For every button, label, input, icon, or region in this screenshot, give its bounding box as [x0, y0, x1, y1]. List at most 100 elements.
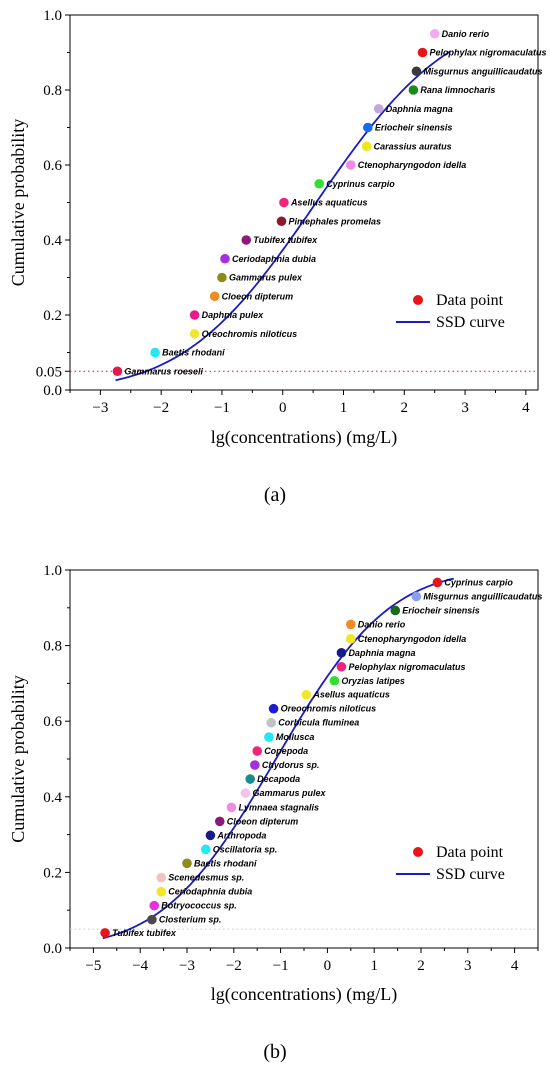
y-tick-label: 0.4: [43, 233, 62, 249]
ssd-curve: [115, 50, 451, 382]
data-point: [252, 746, 262, 756]
legend-marker-data-point: [413, 295, 423, 305]
data-point: [361, 141, 372, 152]
data-point: [264, 732, 274, 742]
x-tick-label: −1: [273, 958, 289, 974]
data-point: [214, 816, 225, 827]
data-point-label: Arthropoda: [216, 830, 266, 840]
data-point-label: Ctenopharyngodon idella: [358, 634, 467, 644]
x-tick-label: 1: [340, 400, 348, 416]
data-point-label: Eriocheir sinensis: [402, 605, 480, 615]
panel-label: (b): [263, 1041, 286, 1063]
data-point-label: Corbicula fluminea: [278, 718, 359, 728]
x-tick-label: 3: [464, 958, 472, 974]
data-point: [245, 774, 255, 784]
data-point-label: Chydorus sp.: [262, 760, 320, 770]
data-point-label: Rana limnocharis: [420, 85, 495, 95]
data-point: [220, 253, 230, 264]
y-tick-label: 1.0: [43, 8, 62, 24]
legend-label-data-point: Data point: [436, 844, 504, 861]
data-point-label: Oreochromis niloticus: [281, 704, 377, 714]
data-point-label: Gammarus pulex: [253, 788, 327, 798]
data-point: [411, 66, 422, 77]
data-point: [346, 160, 356, 170]
data-point-label: Danio rerio: [442, 29, 490, 39]
data-point-label: Daphnia magna: [386, 104, 453, 114]
data-point-label: Pelophylax nigromaculatus: [348, 662, 465, 672]
data-point-label: Daphnia pulex: [202, 310, 265, 320]
x-tick-label: 1: [370, 958, 378, 974]
y-axis-label: Cumulative probability: [8, 119, 28, 286]
y-tick-label: 0.0: [43, 941, 62, 957]
data-point: [279, 197, 289, 208]
data-point-label: Oreochromis niloticus: [202, 329, 298, 339]
data-point: [336, 661, 347, 672]
data-point: [363, 122, 373, 133]
data-point: [432, 577, 443, 588]
data-point-label: Tubifex tubifex: [112, 928, 177, 938]
data-point: [390, 605, 401, 616]
panel-a: −3 −2 −1 0 1 2 3 4 0.0 0.05 0.2 0.4 0.6 0.8 1.0 lg(conc…: [8, 8, 547, 506]
data-point: [250, 760, 260, 770]
data-point-label: Cyprinus carpio: [444, 577, 513, 587]
data-point: [266, 717, 277, 728]
data-point: [156, 886, 167, 897]
x-tick-label: −2: [226, 958, 242, 974]
data-point-label: Misgurnus anguillicaudatus: [423, 66, 542, 76]
data-point-label: Danio rerio: [358, 619, 406, 629]
x-tick-label: −5: [85, 958, 101, 974]
data-point-label: Asellus aquaticus: [290, 198, 368, 208]
y-tick-label: 0.0: [43, 383, 62, 399]
x-tick-label: −3: [179, 958, 195, 974]
data-point-label: Gammarus roeseli: [124, 366, 203, 376]
data-point: [150, 347, 160, 358]
x-tick-label: 0: [324, 958, 332, 974]
data-point: [200, 844, 211, 855]
x-axis-label: lg(concentrations) (mg/L): [211, 984, 397, 1005]
data-point-label: Baetis rhodani: [194, 858, 257, 868]
data-point-label: Ceriodaphnia dubia: [168, 887, 252, 897]
data-point: [411, 591, 422, 602]
data-point: [205, 830, 216, 841]
data-point: [156, 872, 167, 883]
data-point-label: Pimephales promelas: [289, 216, 382, 226]
legend-marker-data-point: [413, 847, 423, 857]
x-tick-label: −4: [132, 958, 148, 974]
y-tick-label: 0.8: [43, 639, 62, 655]
data-point-label: Scenedesmus sp.: [168, 873, 244, 883]
data-point-label: Oryzias latipes: [341, 676, 405, 686]
y-tick-label: 0.4: [43, 790, 62, 806]
data-point-label: Ctenopharyngodon idella: [358, 160, 467, 170]
data-point-label: Closterium sp.: [159, 915, 222, 925]
y-tick-label: 0.6: [43, 158, 62, 174]
data-point-label: Decapoda: [257, 774, 300, 784]
data-point: [189, 328, 200, 339]
data-point: [346, 619, 356, 630]
data-point-label: Eriocheir sinensis: [375, 123, 453, 133]
data-point-label: Cloeon dipterum: [227, 816, 299, 826]
data-point: [240, 788, 251, 798]
data-point: [417, 47, 428, 58]
x-tick-label: −3: [92, 400, 108, 416]
data-point: [301, 689, 312, 700]
x-axis-label: lg(concentrations) (mg/L): [211, 427, 397, 448]
data-point: [329, 675, 340, 686]
y-axis-label: Cumulative probability: [8, 675, 28, 842]
y-tick-label: 0.6: [43, 714, 62, 730]
data-point-label: Copepoda: [264, 746, 308, 756]
data-point-label: Cloeon dipterum: [222, 291, 294, 301]
x-tick-label: −1: [214, 400, 230, 416]
ssd-curve: [102, 577, 454, 940]
data-point: [336, 647, 347, 658]
data-point-label: Baetis rhodani: [162, 348, 225, 358]
data-point-label: Gammarus pulex: [229, 273, 303, 283]
data-point: [314, 178, 324, 189]
data-point-label: Cyprinus carpio: [326, 179, 395, 189]
x-tick-label: 4: [511, 958, 519, 974]
x-tick-label: −2: [153, 400, 169, 416]
y-tick-label: 0.2: [43, 865, 62, 881]
data-point: [189, 310, 200, 320]
x-tick-label: 3: [461, 400, 469, 416]
data-point: [147, 914, 157, 925]
x-tick-label: 4: [522, 400, 530, 416]
